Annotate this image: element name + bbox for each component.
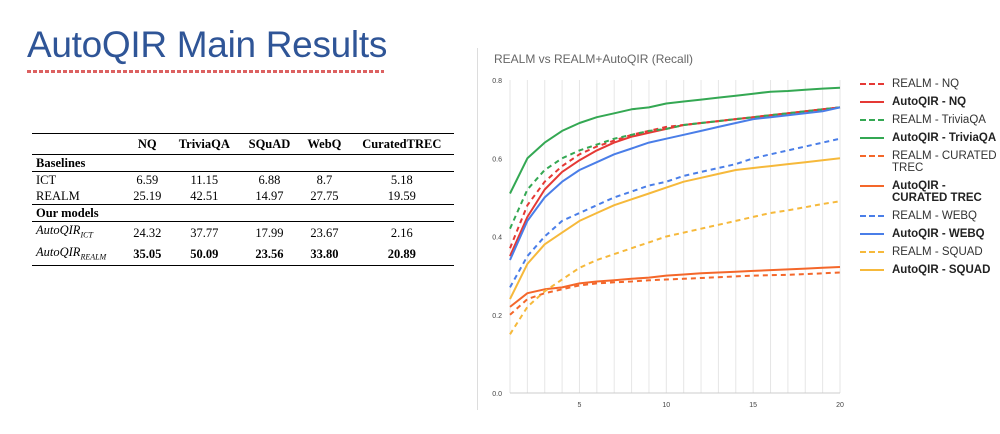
series-line-realm-nq [509, 106, 841, 249]
legend-label: AutoQIR - NQ [892, 96, 967, 108]
header-cell-squad: SQuAD [239, 133, 300, 155]
spellcheck-underline [27, 70, 384, 73]
series-line-autoqir-webq [509, 106, 841, 261]
value-cell: 5.18 [390, 173, 413, 187]
legend-swatch [860, 185, 884, 187]
header-cell-webq: WebQ [299, 133, 350, 155]
table-row: REALM 25.19 42.51 14.97 27.75 19.59 [32, 188, 454, 205]
series-line-realm-triviaqa [509, 106, 841, 230]
group-label: Baselines [32, 154, 454, 172]
model-name-cell: AutoQIRREALM [32, 243, 126, 266]
header-cell [32, 133, 126, 155]
legend-item: AutoQIR - WEBQ [860, 228, 1000, 240]
value-cell: 2.16 [390, 225, 413, 240]
model-name-cell: REALM [32, 188, 126, 205]
legend-item: REALM - WEBQ [860, 210, 1000, 222]
x-tick-label: 15 [749, 402, 757, 409]
group-label: Our models [32, 204, 454, 222]
y-tick-label: 0.6 [492, 156, 502, 163]
value-cell: 20.89 [349, 243, 454, 266]
chart-title: REALM vs REALM+AutoQIR (Recall) [494, 52, 694, 66]
table-row: AutoQIRREALM 35.05 50.09 23.56 33.80 20.89 [32, 243, 454, 266]
series-line-autoqir-curated-trec [509, 266, 841, 308]
table-row: ICT 6.59 11.15 6.88 8.7 5.18 [32, 172, 454, 189]
value-cell: 23.67 [310, 225, 339, 240]
legend-label: REALM - CURATED TREC [892, 150, 997, 174]
y-tick-label: 0.2 [492, 313, 502, 320]
legend-item: AutoQIR - SQUAD [860, 264, 1000, 276]
table-row: AutoQIRICT 24.32 37.77 17.99 23.67 2.16 [32, 222, 454, 244]
y-tick-label: 0.4 [492, 235, 502, 242]
series-line-autoqir-squad [509, 157, 841, 300]
value-cell: 17.99 [255, 225, 284, 240]
legend-label: AutoQIR - WEBQ [892, 228, 985, 240]
x-tick-label: 10 [662, 402, 670, 409]
value-cell: 24.32 [133, 225, 162, 240]
header-cell-triviaqa: TriviaQA [168, 133, 240, 155]
value-cell: 25.19 [125, 188, 169, 205]
series-line-realm-curated-trec [509, 271, 841, 316]
chart-legend: REALM - NQ AutoQIR - NQ REALM - TriviaQA Au… [860, 78, 1000, 282]
series-line-realm-squad [509, 200, 841, 335]
results-table: NQ TriviaQA SQuAD WebQ CuratedTREC Basel… [32, 133, 454, 266]
legend-label: AutoQIR - CURATED TREC [892, 180, 982, 204]
legend-swatch [860, 251, 884, 253]
recall-line-chart: 0.0 0.2 0.4 0.6 0.8 5 10 15 20 [492, 78, 844, 409]
legend-swatch [860, 269, 884, 271]
series-line-autoqir-triviaqa [509, 86, 841, 194]
legend-swatch [860, 233, 884, 235]
legend-label: REALM - TriviaQA [892, 114, 986, 126]
series-line-realm-webq [509, 137, 841, 288]
legend-item: AutoQIR - TriviaQA [860, 132, 1000, 144]
legend-swatch [860, 137, 884, 139]
y-tick-label: 0.8 [492, 78, 502, 85]
value-cell: 33.80 [299, 243, 350, 266]
table-body: Baselines ICT 6.59 11.15 6.88 8.7 5.18 REALM 25.… [32, 154, 454, 266]
legend-item: AutoQIR - NQ [860, 96, 1000, 108]
value-cell: 35.05 [125, 243, 169, 266]
legend-item: REALM - TriviaQA [860, 114, 1000, 126]
value-cell: 23.56 [239, 243, 300, 266]
table-header-row: NQ TriviaQA SQuAD WebQ CuratedTREC [32, 133, 454, 155]
slide-title: AutoQIR Main Results [27, 24, 388, 65]
x-tick-label: 5 [578, 402, 582, 409]
x-tick-label: 20 [836, 402, 844, 409]
legend-item: REALM - NQ [860, 78, 1000, 90]
legend-swatch [860, 101, 884, 103]
value-cell: 14.97 [239, 188, 300, 205]
value-cell: 19.59 [349, 188, 454, 205]
value-cell: 27.75 [299, 188, 350, 205]
legend-swatch [860, 155, 884, 157]
value-cell: 42.51 [168, 188, 240, 205]
legend-swatch [860, 215, 884, 217]
table-group-row: Our models [32, 204, 454, 222]
value-cell: 8.7 [316, 173, 333, 187]
legend-swatch [860, 83, 884, 85]
y-tick-label: 0.0 [492, 391, 502, 398]
table-group-row: Baselines [32, 154, 454, 172]
value-cell: 37.77 [190, 225, 219, 240]
value-cell: 6.88 [258, 173, 281, 187]
header-cell-nq: NQ [125, 133, 169, 155]
header-cell-curatedtrec: CuratedTREC [349, 133, 454, 155]
model-name-cell: ICT [36, 173, 57, 187]
value-cell: 6.59 [136, 173, 159, 187]
legend-label: AutoQIR - TriviaQA [892, 132, 997, 144]
legend-item: AutoQIR - CURATED TREC [860, 180, 1000, 204]
model-name-cell: AutoQIRICT [36, 223, 93, 240]
legend-item: REALM - CURATED TREC [860, 150, 1000, 174]
legend-label: REALM - SQUAD [892, 246, 983, 258]
legend-item: REALM - SQUAD [860, 246, 1000, 258]
legend-swatch [860, 119, 884, 121]
legend-label: REALM - WEBQ [892, 210, 977, 222]
slide-divider [477, 48, 478, 410]
legend-label: REALM - NQ [892, 78, 960, 90]
value-cell: 11.15 [190, 173, 219, 187]
legend-label: AutoQIR - SQUAD [892, 264, 991, 276]
value-cell: 50.09 [168, 243, 240, 266]
